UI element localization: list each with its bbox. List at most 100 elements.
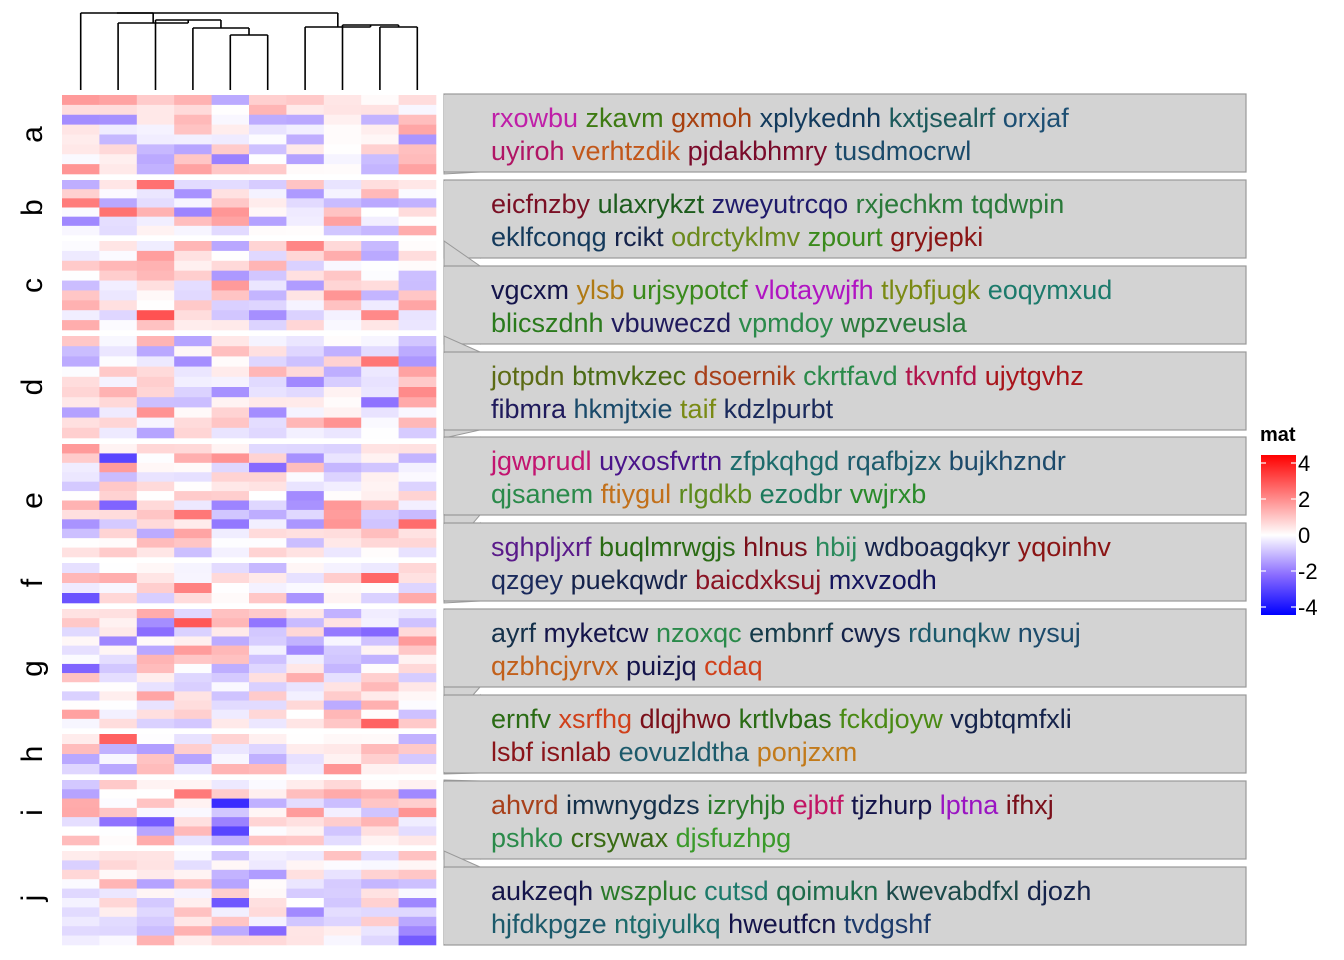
heatmap-cell	[211, 387, 250, 398]
heatmap-cell	[174, 609, 212, 619]
heatmap-cell	[398, 500, 437, 511]
heatmap-cell	[174, 376, 212, 388]
heatmap-cell	[99, 663, 138, 674]
heatmap-cell	[286, 366, 325, 378]
heatmap-cell	[99, 407, 138, 418]
text-box-line: ayrf myketcw nzoxqc embnrf cwys rdunqkw …	[491, 618, 1081, 648]
heatmap-cell	[398, 509, 437, 520]
heatmap-cell	[323, 104, 362, 116]
heatmap-cell	[286, 744, 325, 755]
annotation-word: cwys	[833, 618, 901, 648]
heatmap-cell	[398, 789, 437, 799]
heatmap-cell	[99, 310, 138, 321]
heatmap-cell	[361, 654, 399, 665]
heatmap-cell	[361, 198, 399, 208]
heatmap-cell	[398, 300, 437, 311]
heatmap-cell	[323, 300, 362, 311]
heatmap-cell	[249, 417, 287, 429]
heatmap-cell	[62, 134, 100, 145]
heatmap-cell	[136, 645, 175, 656]
heatmap-cell	[99, 654, 138, 665]
text-annotation-box	[443, 694, 1247, 774]
annotation-word: hbij	[808, 532, 858, 562]
heatmap-cell	[323, 869, 362, 880]
heatmap-cell	[211, 164, 250, 175]
heatmap-cell	[99, 898, 138, 908]
heatmap-cell	[62, 764, 100, 775]
heatmap-cell	[174, 888, 212, 899]
text-box-line: sghpljxrf buqlmrwgjs hlnus hbij wdboagqk…	[491, 532, 1111, 562]
heatmap-cell	[249, 860, 287, 871]
heatmap-cell	[323, 764, 362, 775]
heatmap-cell	[249, 260, 287, 271]
heatmap-cell	[62, 124, 100, 135]
heatmap-cell	[99, 290, 138, 301]
heatmap-cell	[361, 114, 399, 125]
heatmap-cell	[136, 270, 175, 281]
heatmap-cell	[361, 260, 399, 271]
heatmap-cell	[211, 907, 250, 918]
heatmap-cell	[398, 916, 437, 927]
heatmap-cell	[62, 481, 100, 492]
heatmap-cell	[99, 780, 138, 790]
heatmap-cell	[211, 189, 250, 199]
heatmap-cell	[361, 189, 399, 199]
heatmap-cell	[174, 627, 212, 637]
heatmap-cell	[136, 124, 175, 135]
heatmap-cell	[249, 280, 287, 291]
annotation-word: eklfconqg	[491, 222, 607, 252]
heatmap-cell	[398, 216, 437, 227]
heatmap-cell	[398, 519, 437, 530]
heatmap-cell	[323, 95, 362, 106]
heatmap-cell	[398, 654, 437, 665]
heatmap-cell	[211, 663, 250, 674]
heatmap-cell	[99, 798, 138, 809]
heatmap-cell	[323, 627, 362, 637]
heatmap-cell	[361, 104, 399, 116]
heatmap-cell	[62, 593, 100, 604]
heatmap-cell	[249, 509, 287, 520]
heatmap-cell	[136, 926, 175, 936]
heatmap-cell	[249, 250, 287, 262]
heatmap-cell	[99, 700, 138, 710]
heatmap-cell	[323, 798, 362, 809]
heatmap-cell	[62, 826, 100, 837]
heatmap-cell	[62, 618, 100, 628]
heatmap-cell	[62, 636, 100, 646]
heatmap-cell	[174, 718, 212, 729]
heatmap-cell	[62, 260, 100, 271]
heatmap-cell	[323, 835, 362, 846]
heatmap-cell	[174, 907, 212, 918]
heatmap-cell	[211, 851, 250, 861]
annotation-word: taif	[673, 394, 717, 424]
heatmap-cell	[174, 180, 212, 190]
heatmap-cell	[286, 691, 325, 701]
heatmap-cell	[136, 346, 175, 357]
annotation-word: rqafbjzx	[839, 446, 942, 476]
heatmap-cell	[136, 290, 175, 301]
heatmap-cell	[323, 198, 362, 208]
heatmap-cell	[398, 241, 437, 252]
heatmap-cell	[249, 124, 287, 135]
annotation-word: lptna	[932, 790, 999, 820]
annotation-word: uyxosfvrtn	[592, 446, 723, 476]
heatmap-cell	[323, 528, 362, 539]
heatmap-cell	[249, 935, 287, 946]
heatmap-cell	[211, 280, 250, 291]
heatmap-cell	[136, 691, 175, 701]
annotation-word: uyiroh	[491, 136, 565, 166]
heatmap-cell	[136, 898, 175, 908]
heatmap-cell	[99, 164, 138, 175]
heatmap-cell	[211, 754, 250, 765]
annotation-word: wdboagqkyr	[857, 532, 1010, 562]
heatmap-cell	[361, 888, 399, 899]
heatmap-cell	[361, 124, 399, 135]
heatmap-cell	[62, 869, 100, 880]
heatmap-cell	[174, 300, 212, 311]
heatmap-cell	[99, 462, 138, 473]
heatmap-cell	[211, 547, 250, 558]
heatmap-cell	[361, 270, 399, 281]
heatmap-cell	[211, 691, 250, 701]
annotation-word: kdzlpurbt	[716, 394, 834, 424]
annotation-word: imwnygdzs	[559, 790, 700, 820]
